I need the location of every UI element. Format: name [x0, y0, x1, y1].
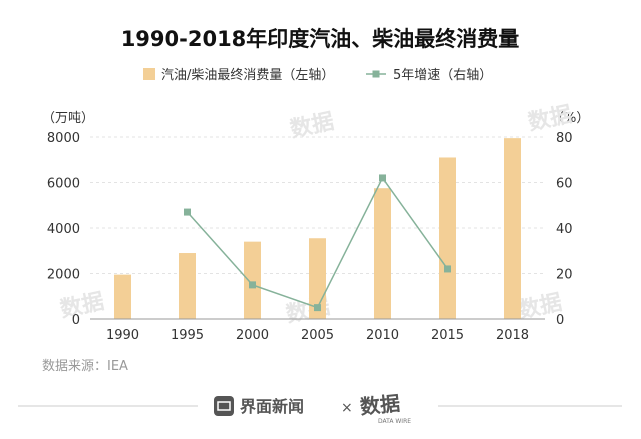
line-point	[314, 304, 321, 312]
chart-title: 1990-2018年印度汽油、柴油最终消费量	[121, 27, 520, 51]
left-axis-tick-label: 6000	[47, 177, 80, 192]
line-point	[249, 281, 256, 289]
line-point	[379, 174, 386, 182]
x-axis-tick-label: 1990	[106, 328, 139, 343]
right-axis-tick-label: 80	[556, 131, 573, 146]
line-point	[444, 265, 451, 273]
x-axis-tick-label: 1995	[171, 328, 204, 343]
brand-logo-icon	[214, 396, 234, 416]
left-axis-tick-label: 2000	[47, 268, 80, 283]
x-axis-ticks: 1990 1995 2000 2005 2010 2015 2018	[106, 328, 529, 343]
right-axis-tick-label: 60	[556, 177, 573, 192]
footer-separator: ×	[341, 400, 353, 416]
bar	[114, 274, 131, 319]
right-axis-tick-label: 0	[556, 313, 564, 328]
legend-bar-swatch	[143, 68, 155, 80]
right-axis-ticks: 0 20 40 60 80	[556, 131, 573, 328]
left-axis-unit: （万吨）	[42, 111, 94, 126]
bar	[504, 138, 521, 319]
left-axis-tick-label: 0	[72, 313, 80, 328]
left-axis-ticks: 0 2000 4000 6000 8000	[47, 131, 80, 328]
legend-line-marker	[372, 70, 380, 78]
left-axis-tick-label: 8000	[47, 131, 80, 146]
watermark-mark: 数据	[288, 108, 336, 143]
x-axis-tick-label: 2010	[366, 328, 399, 343]
bar-series	[114, 138, 521, 319]
partner-logo-sub: DATA WIRE	[378, 418, 411, 425]
line-series	[184, 174, 451, 312]
left-axis-tick-label: 4000	[47, 222, 80, 237]
bar	[244, 241, 261, 319]
bar	[374, 188, 391, 319]
watermark-mark: 数据	[58, 288, 106, 323]
legend: 汽油/柴油最终消费量（左轴） 5年增速（右轴）	[143, 67, 492, 83]
grid	[90, 136, 545, 274]
x-axis-tick-label: 2018	[496, 328, 529, 343]
partner-logo: 数据	[359, 391, 401, 419]
brand-logo-icon-inner	[217, 401, 231, 411]
footer: 界面新闻 × 数据 DATA WIRE	[18, 391, 622, 425]
line-point	[184, 208, 191, 216]
x-axis-tick-label: 2005	[301, 328, 334, 343]
bar	[179, 253, 196, 319]
x-axis-tick-label: 2015	[431, 328, 464, 343]
right-axis-tick-label: 20	[556, 268, 573, 283]
bar	[439, 157, 456, 319]
legend-bar-label: 汽油/柴油最终消费量（左轴）	[161, 67, 334, 83]
source-note: 数据来源：IEA	[42, 359, 128, 374]
legend-line-label: 5年增速（右轴）	[393, 68, 492, 83]
right-axis-unit: （%）	[551, 111, 589, 126]
right-axis-tick-label: 40	[556, 222, 573, 237]
x-axis-tick-label: 2000	[236, 328, 269, 343]
brand-name: 界面新闻	[240, 397, 304, 416]
